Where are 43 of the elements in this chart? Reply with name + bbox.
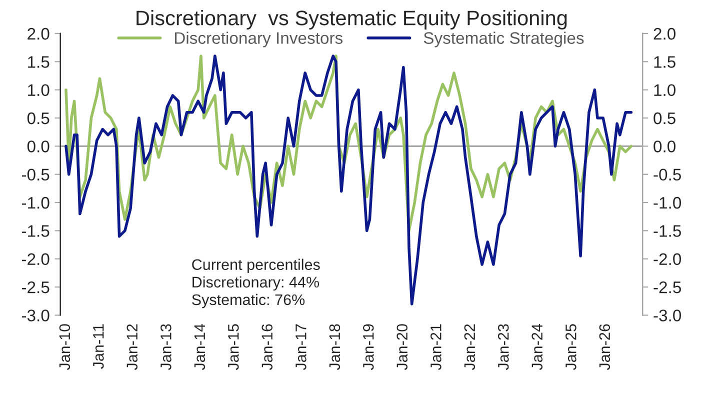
x-tick-label: Jan-17: [296, 324, 306, 370]
y-tick-label: 0.5: [27, 112, 50, 124]
x-tick-label: Jan-22: [464, 324, 476, 370]
y2-tick-label: 2.0: [654, 28, 676, 40]
x-tick-label: Jan-14: [194, 324, 206, 370]
legend-label: Discretionary Investors: [174, 32, 343, 48]
x-tick-label: Jan-16: [262, 324, 273, 370]
y2-tick-label: -0.5: [654, 168, 681, 181]
y-tick-label: 2.0: [28, 28, 50, 40]
x-tick-label: Jan-18: [329, 324, 340, 370]
y-tick-label: -3.0: [22, 310, 50, 322]
y2-tick-label: -3.0: [654, 310, 682, 322]
x-tick-label: Jan-21: [430, 324, 442, 370]
y2-tick-label: -1.0: [654, 196, 682, 209]
x-tick-label: Jan-26: [599, 324, 610, 370]
y-tick-label: 1.0: [28, 84, 50, 96]
chart-title: Discretionary vs Systematic Equity Positioning: [136, 10, 567, 30]
y-tick-label: 0.0: [27, 140, 50, 152]
y-tick-label: -2.5: [22, 281, 50, 294]
y2-tick-label: -1.5: [654, 225, 681, 237]
y-tick-label: -1.0: [22, 196, 50, 209]
y-tick-label: -2.0: [22, 253, 50, 266]
x-tick-label: Jan-19: [362, 324, 374, 370]
x-tick-label: Jan-20: [396, 324, 408, 370]
legend-label: Systematic Strategies: [424, 32, 584, 48]
x-tick-label: Jan-23: [498, 324, 509, 370]
y2-tick-label: -2.0: [654, 253, 682, 266]
annotation: Current percentiles Discretionary: 44% Systematic: 76%: [192, 258, 320, 308]
y2-tick-label: 1.0: [654, 84, 676, 96]
x-tick-label: Jan-15: [228, 324, 239, 370]
x-tick-label: Jan-10: [59, 324, 70, 370]
y-tick-label: -1.5: [22, 225, 50, 237]
x-tick-label: Jan-24: [532, 324, 543, 370]
y2-tick-label: -2.5: [654, 281, 681, 294]
x-tick-label: Jan-12: [126, 324, 138, 370]
y-tick-label: -0.5: [22, 168, 50, 181]
x-tick-label: Jan-11: [93, 324, 104, 369]
x-tick-label: Jan-25: [566, 324, 576, 370]
y2-tick-label: 0.5: [654, 112, 676, 124]
y2-tick-label: 1.5: [654, 56, 676, 68]
y-tick-label: 1.5: [28, 56, 50, 68]
x-tick-label: Jan-13: [160, 324, 172, 370]
y2-tick-label: 0.0: [654, 140, 676, 152]
